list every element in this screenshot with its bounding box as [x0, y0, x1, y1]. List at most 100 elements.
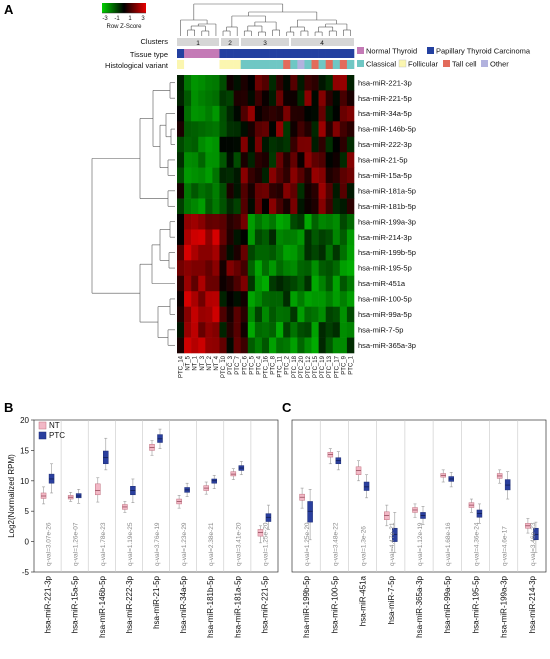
- heatmap-cell: [261, 90, 270, 107]
- heatmap-cell: [205, 337, 213, 354]
- heatmap-cell: [297, 198, 305, 215]
- heatmap-cell: [205, 75, 213, 91]
- heatmap-cell: [212, 167, 220, 184]
- heatmap-column-label: PTC_3: [228, 355, 234, 374]
- tissue-type-label: Tissue type: [130, 50, 168, 59]
- heatmap-cell: [339, 291, 348, 307]
- category-label: hsa-miR-100-5p: [330, 575, 339, 633]
- heatmap-cell: [346, 152, 355, 168]
- heatmap-cell: [198, 244, 206, 261]
- cluster-number: 3: [263, 40, 267, 47]
- tissue-type-cell: [346, 49, 355, 58]
- tissue-type-cell: [325, 49, 334, 58]
- heatmap-cell: [219, 75, 227, 91]
- heatmap-cell: [290, 260, 298, 277]
- heatmap-cell: [304, 229, 312, 246]
- heatmap-cell: [261, 322, 270, 338]
- heatmap-cell: [311, 152, 319, 168]
- cluster-number: 2: [228, 40, 232, 47]
- heatmap-cell: [233, 229, 242, 246]
- heatmap-cell: [233, 90, 242, 107]
- category-label: hsa-miR-7-5p: [387, 575, 396, 624]
- heatmap-cell: [233, 337, 242, 354]
- heatmap-cell: [254, 90, 263, 107]
- heatmap-cell: [254, 291, 263, 307]
- heatmap-cell: [276, 306, 284, 323]
- heatmap-cell: [325, 229, 334, 246]
- heatmap-cell: [304, 136, 312, 153]
- heatmap-cell: [283, 152, 291, 168]
- heatmap-cell: [318, 105, 326, 122]
- heatmap-cell: [184, 229, 192, 246]
- tissue-type-cell: [290, 49, 298, 58]
- heatmap-cell: [198, 90, 206, 107]
- heatmap-cell: [240, 260, 249, 277]
- heatmap-cell: [184, 121, 192, 138]
- heatmap-cell: [177, 136, 185, 153]
- heatmap-cell: [184, 198, 192, 215]
- heatmap-cell: [240, 167, 249, 184]
- heatmap-cell: [205, 229, 213, 246]
- heatmap-cell: [304, 275, 312, 292]
- heatmap-cell: [325, 322, 334, 338]
- heatmap-cell: [311, 291, 319, 307]
- heatmap-cell: [297, 229, 305, 246]
- heatmap-cell: [318, 337, 326, 354]
- heatmap-cell: [346, 337, 355, 354]
- tissue-type-strip: [177, 49, 355, 58]
- heatmap-cell: [325, 275, 334, 292]
- heatmap-cell: [226, 306, 234, 323]
- legend-label-other: Other: [490, 60, 509, 69]
- heatmap-cell: [205, 198, 213, 215]
- heatmap-cell: [219, 121, 227, 138]
- heatmap-cell: [219, 214, 227, 230]
- heatmap-cell: [339, 322, 348, 338]
- heatmap-cell: [290, 167, 298, 184]
- heatmap-cell: [332, 306, 341, 323]
- q-value-label: q-val=3.46e-23: [530, 522, 537, 566]
- heatmap-cell: [177, 167, 185, 184]
- tissue-type-cell: [297, 49, 305, 58]
- heatmap-cell: [184, 291, 192, 307]
- heatmap-cell: [212, 183, 220, 199]
- heatmap-cell: [177, 275, 185, 292]
- color-key-tick: -1: [114, 16, 120, 22]
- heatmap-cell: [269, 244, 277, 261]
- color-key-title: Row Z-Score: [106, 24, 142, 30]
- q-value-label: q-val=1.78e-23: [100, 522, 107, 566]
- heatmap-cell: [205, 167, 213, 184]
- heatmap-column-label: PTC_7: [235, 355, 241, 374]
- heatmap-cell: [304, 152, 312, 168]
- heatmap-cell: [205, 322, 213, 338]
- heatmap-column-label: PTC_14: [179, 355, 185, 378]
- heatmap-row-labels: hsa-miR-221-3p hsa-miR-221-5p hsa-miR-34a-…: [358, 78, 416, 350]
- heatmap-cell: [304, 105, 312, 122]
- heatmap-cell: [290, 214, 298, 230]
- heatmap-cell: [311, 105, 319, 122]
- heatmap-cell: [339, 167, 348, 184]
- q-value-label: q-val=3.76e-19: [154, 522, 161, 566]
- heatmap-cell: [254, 167, 263, 184]
- cluster-box: [177, 38, 219, 46]
- heatmap-cell: [191, 75, 199, 91]
- heatmap-cell: [339, 337, 348, 354]
- heatmap-cell: [247, 90, 256, 107]
- histology-cell: [184, 60, 192, 69]
- heatmap-cell: [304, 322, 312, 338]
- heatmap-cell: [212, 322, 220, 338]
- heatmap-cell: [318, 167, 326, 184]
- box-ptc: [307, 501, 313, 523]
- q-value-label: q-val=3.48e-22: [332, 522, 339, 566]
- heatmap-cell: [184, 322, 192, 338]
- heatmap-cell: [339, 90, 348, 107]
- heatmap-cell: [261, 260, 270, 277]
- heatmap-cell: [177, 105, 185, 122]
- heatmap-cell: [304, 167, 312, 184]
- legend-swatch-follicular: [398, 59, 407, 68]
- heatmap-cell: [339, 306, 348, 323]
- q-value-label: q-val=1.26e-07: [73, 522, 80, 566]
- heatmap-cell: [233, 121, 242, 138]
- histology-cell: [318, 60, 326, 69]
- heatmap-cell: [226, 183, 234, 199]
- heatmap-cell: [297, 260, 305, 277]
